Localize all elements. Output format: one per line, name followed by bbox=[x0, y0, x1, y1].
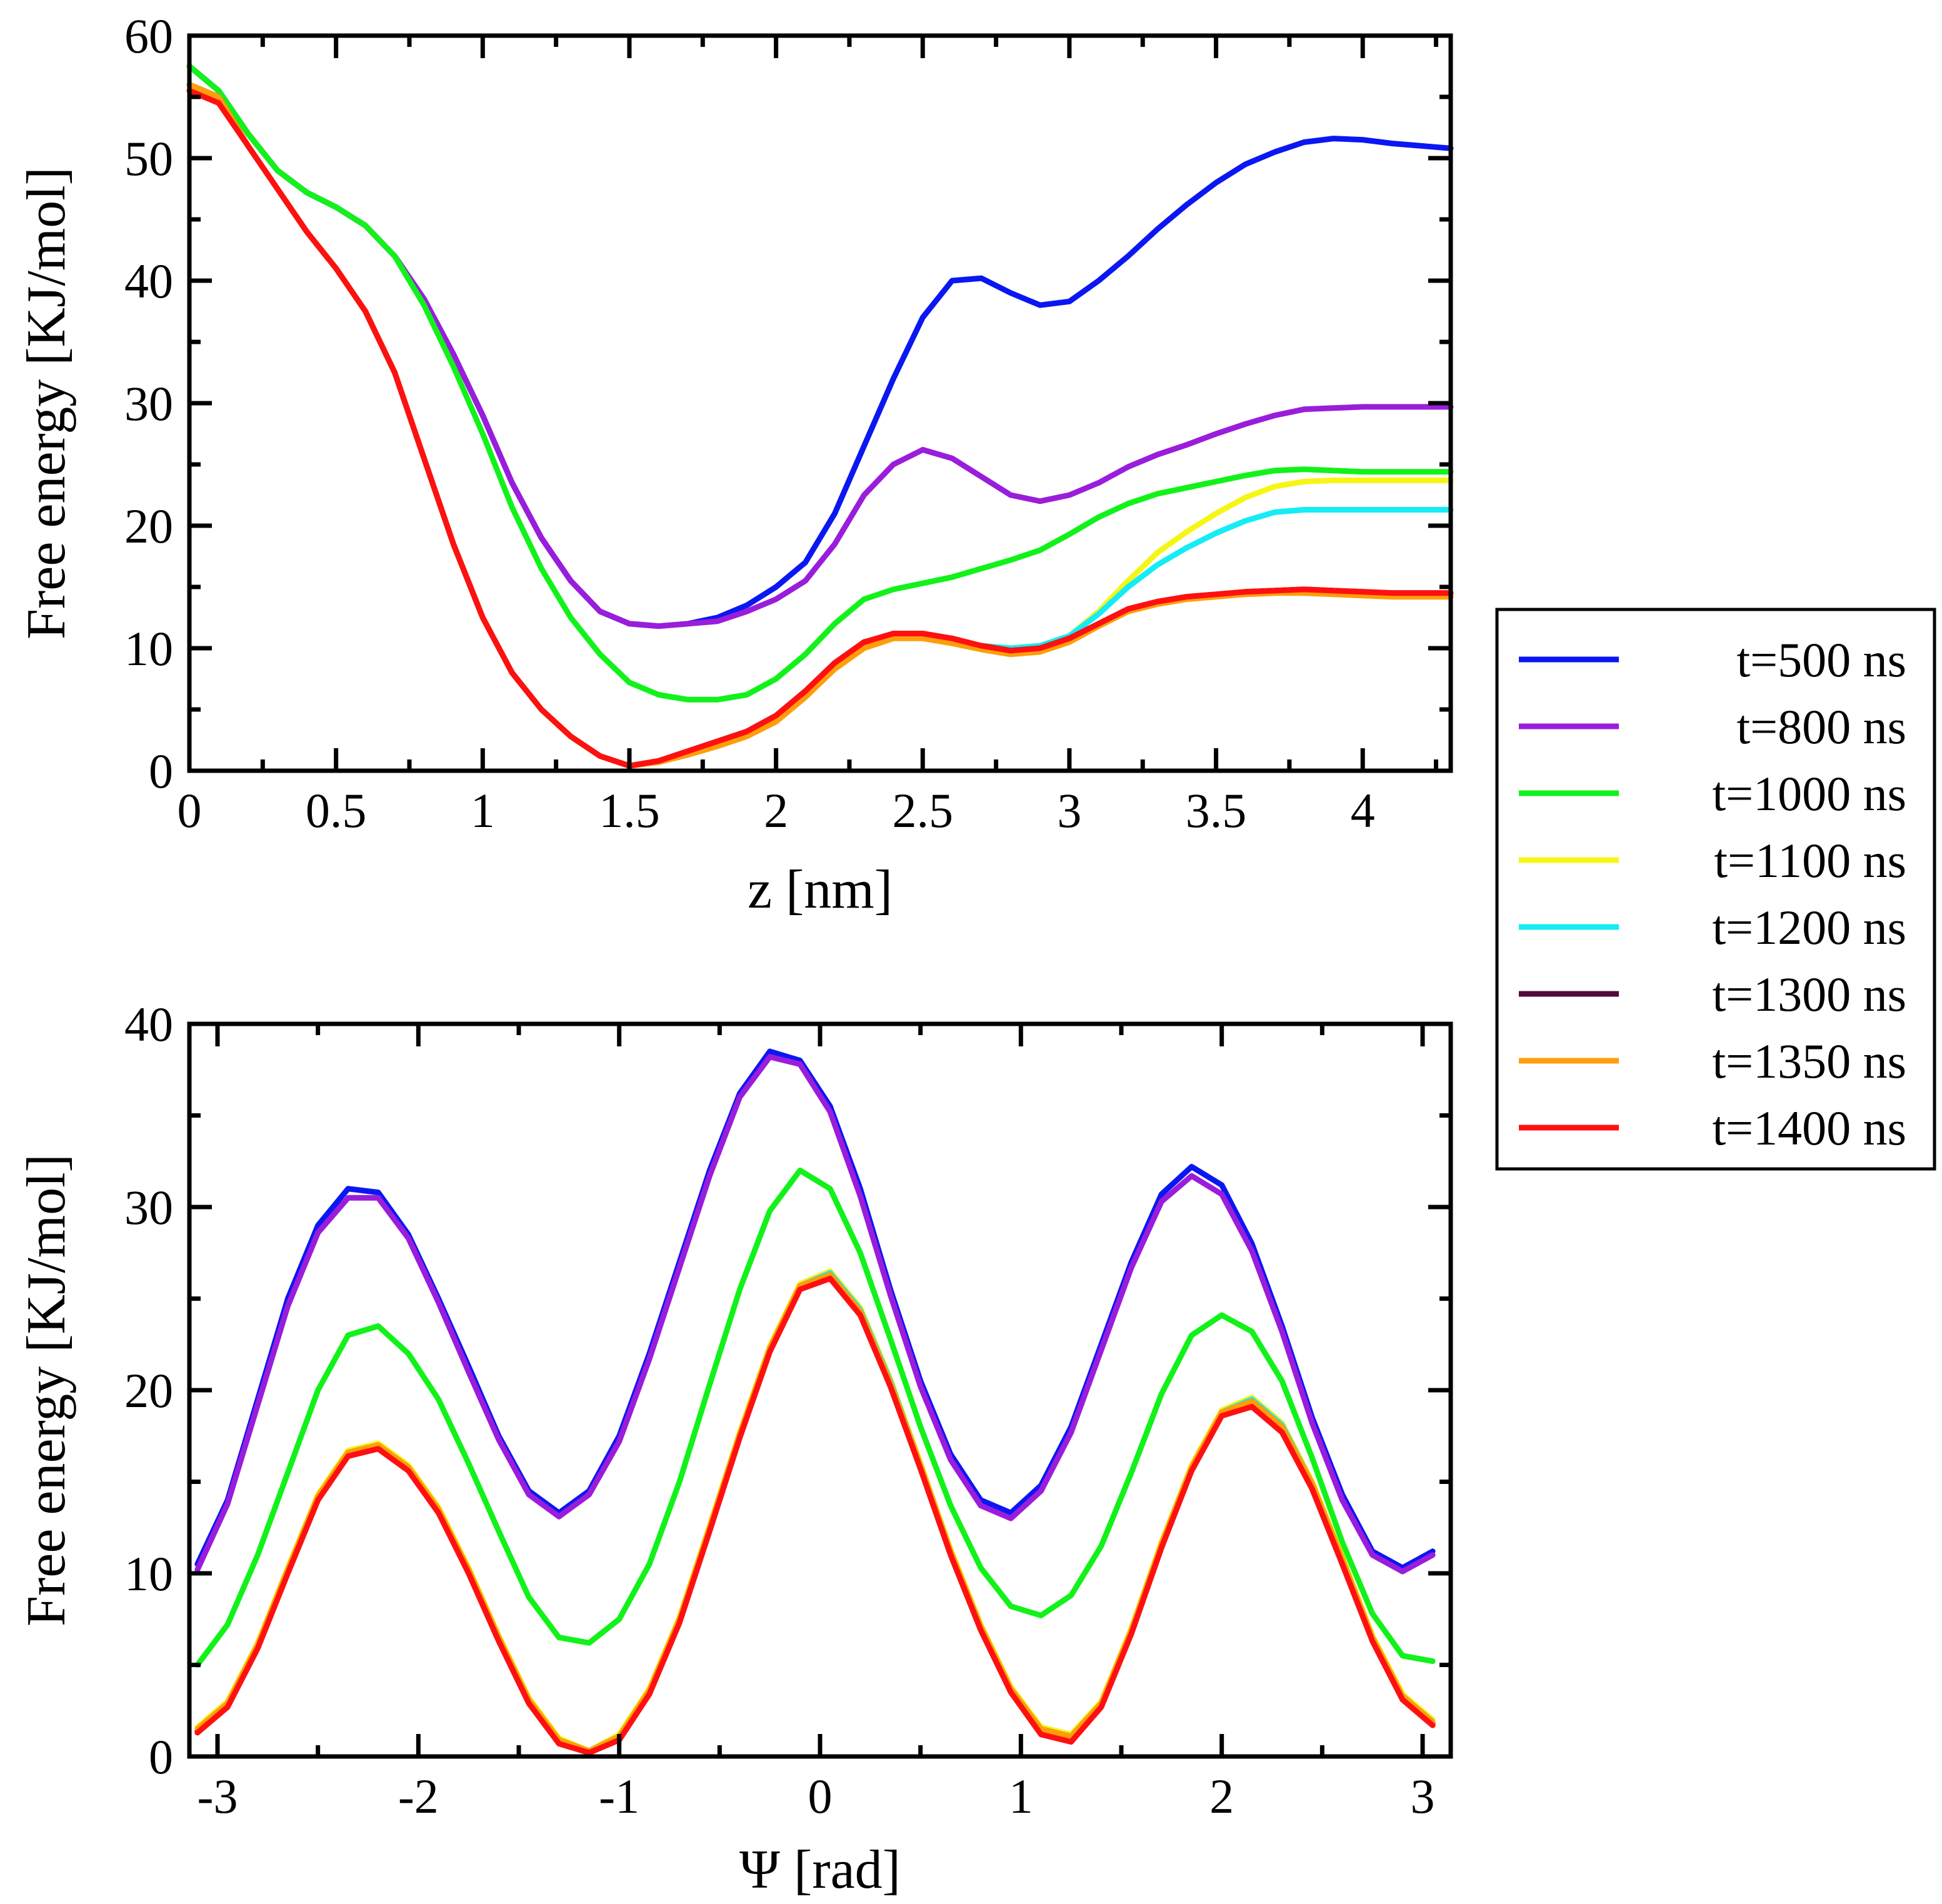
legend-label-t1200: t=1200 ns bbox=[1712, 900, 1906, 955]
legend: t=500 ns t=800 ns t=1000 ns t=1100 ns t=1200… bbox=[1495, 608, 1936, 1171]
top-series-line-t1100 bbox=[186, 81, 1454, 769]
bottom-x-tick-label: -1 bbox=[599, 1769, 639, 1823]
bottom-plot-frame bbox=[187, 1021, 1453, 1759]
top-x-tick-label: 1 bbox=[471, 783, 495, 838]
legend-label-t500: t=500 ns bbox=[1736, 633, 1906, 687]
legend-items: t=500 ns t=800 ns t=1000 ns t=1100 ns t=1200… bbox=[1519, 633, 1906, 1155]
top-x-tick-label: 0.5 bbox=[306, 783, 367, 838]
top-series-line-t1300 bbox=[186, 81, 1454, 769]
bottom-x-tick-label: 0 bbox=[808, 1769, 833, 1823]
top-y-tick-label: 60 bbox=[124, 9, 173, 63]
top-series-line-t1000 bbox=[186, 63, 1454, 703]
bottom-series-group bbox=[194, 1048, 1436, 1756]
top-y-tick-label: 0 bbox=[149, 744, 173, 798]
bottom-x-axis-label: Ψ [rad] bbox=[739, 1840, 901, 1900]
bottom-series-line-t1350 bbox=[194, 1271, 1436, 1754]
bottom-x-tick-label: 2 bbox=[1209, 1769, 1234, 1823]
legend-label-t1000: t=1000 ns bbox=[1712, 766, 1906, 821]
top-series-line-t1350 bbox=[186, 81, 1454, 769]
top-series-line-t1200 bbox=[186, 81, 1454, 769]
top-series-group bbox=[186, 63, 1454, 769]
top-plot-frame bbox=[187, 33, 1453, 773]
legend-label-t1350: t=1350 ns bbox=[1712, 1034, 1906, 1088]
top-x-tick-label: 0 bbox=[178, 783, 202, 838]
bottom-y-tick-label: 10 bbox=[124, 1546, 173, 1601]
bottom-series-line-t1200 bbox=[194, 1270, 1436, 1754]
top-x-axis-label: z [nm] bbox=[748, 859, 893, 920]
top-y-tick-label: 30 bbox=[124, 376, 173, 431]
bottom-y-axis-label: Free energy [KJ/mol] bbox=[16, 1154, 77, 1626]
top-y-tick-label: 20 bbox=[124, 499, 173, 553]
legend-label-t1300: t=1300 ns bbox=[1712, 967, 1906, 1021]
legend-label-t1400: t=1400 ns bbox=[1712, 1101, 1906, 1155]
legend-label-t1100: t=1100 ns bbox=[1714, 833, 1906, 888]
top-series-line-t1400 bbox=[186, 88, 1454, 769]
top-x-tick-label: 3 bbox=[1057, 783, 1081, 838]
bottom-x-tick-label: 3 bbox=[1411, 1769, 1435, 1823]
top-x-tick-label: 2.5 bbox=[893, 783, 954, 838]
bottom-series-line-t500 bbox=[194, 1048, 1436, 1571]
top-x-tick-label: 4 bbox=[1351, 783, 1375, 838]
top-series-line-t500 bbox=[186, 63, 1454, 629]
legend-box bbox=[1495, 608, 1936, 1171]
top-x-tick-label: 2 bbox=[764, 783, 788, 838]
bottom-x-tick-label: 1 bbox=[1009, 1769, 1033, 1823]
bottom-series-line-t1100 bbox=[194, 1268, 1436, 1754]
top-x-tick-label: 3.5 bbox=[1186, 783, 1247, 838]
bottom-y-tick-label: 0 bbox=[149, 1730, 173, 1784]
bottom-x-tick-label: -2 bbox=[398, 1769, 439, 1823]
bottom-y-tick-label: 30 bbox=[124, 1180, 173, 1235]
bottom-y-tick-label: 20 bbox=[124, 1363, 173, 1418]
top-y-tick-label: 40 bbox=[124, 254, 173, 308]
legend-label-t800: t=800 ns bbox=[1736, 699, 1906, 754]
top-y-tick-label: 10 bbox=[124, 621, 173, 676]
bottom-x-tick-label: -3 bbox=[197, 1769, 238, 1823]
top-x-tick-label: 1.5 bbox=[599, 783, 660, 838]
bottom-series-line-t800 bbox=[194, 1054, 1436, 1575]
top-y-tick-label: 50 bbox=[124, 131, 173, 186]
bottom-series-line-t1400 bbox=[194, 1275, 1436, 1756]
bottom-series-line-t1300 bbox=[194, 1273, 1436, 1756]
top-y-axis-label: Free energy [KJ/mol] bbox=[16, 167, 77, 639]
bottom-y-tick-label: 40 bbox=[124, 997, 173, 1051]
bottom-series-line-t1000 bbox=[194, 1167, 1436, 1668]
